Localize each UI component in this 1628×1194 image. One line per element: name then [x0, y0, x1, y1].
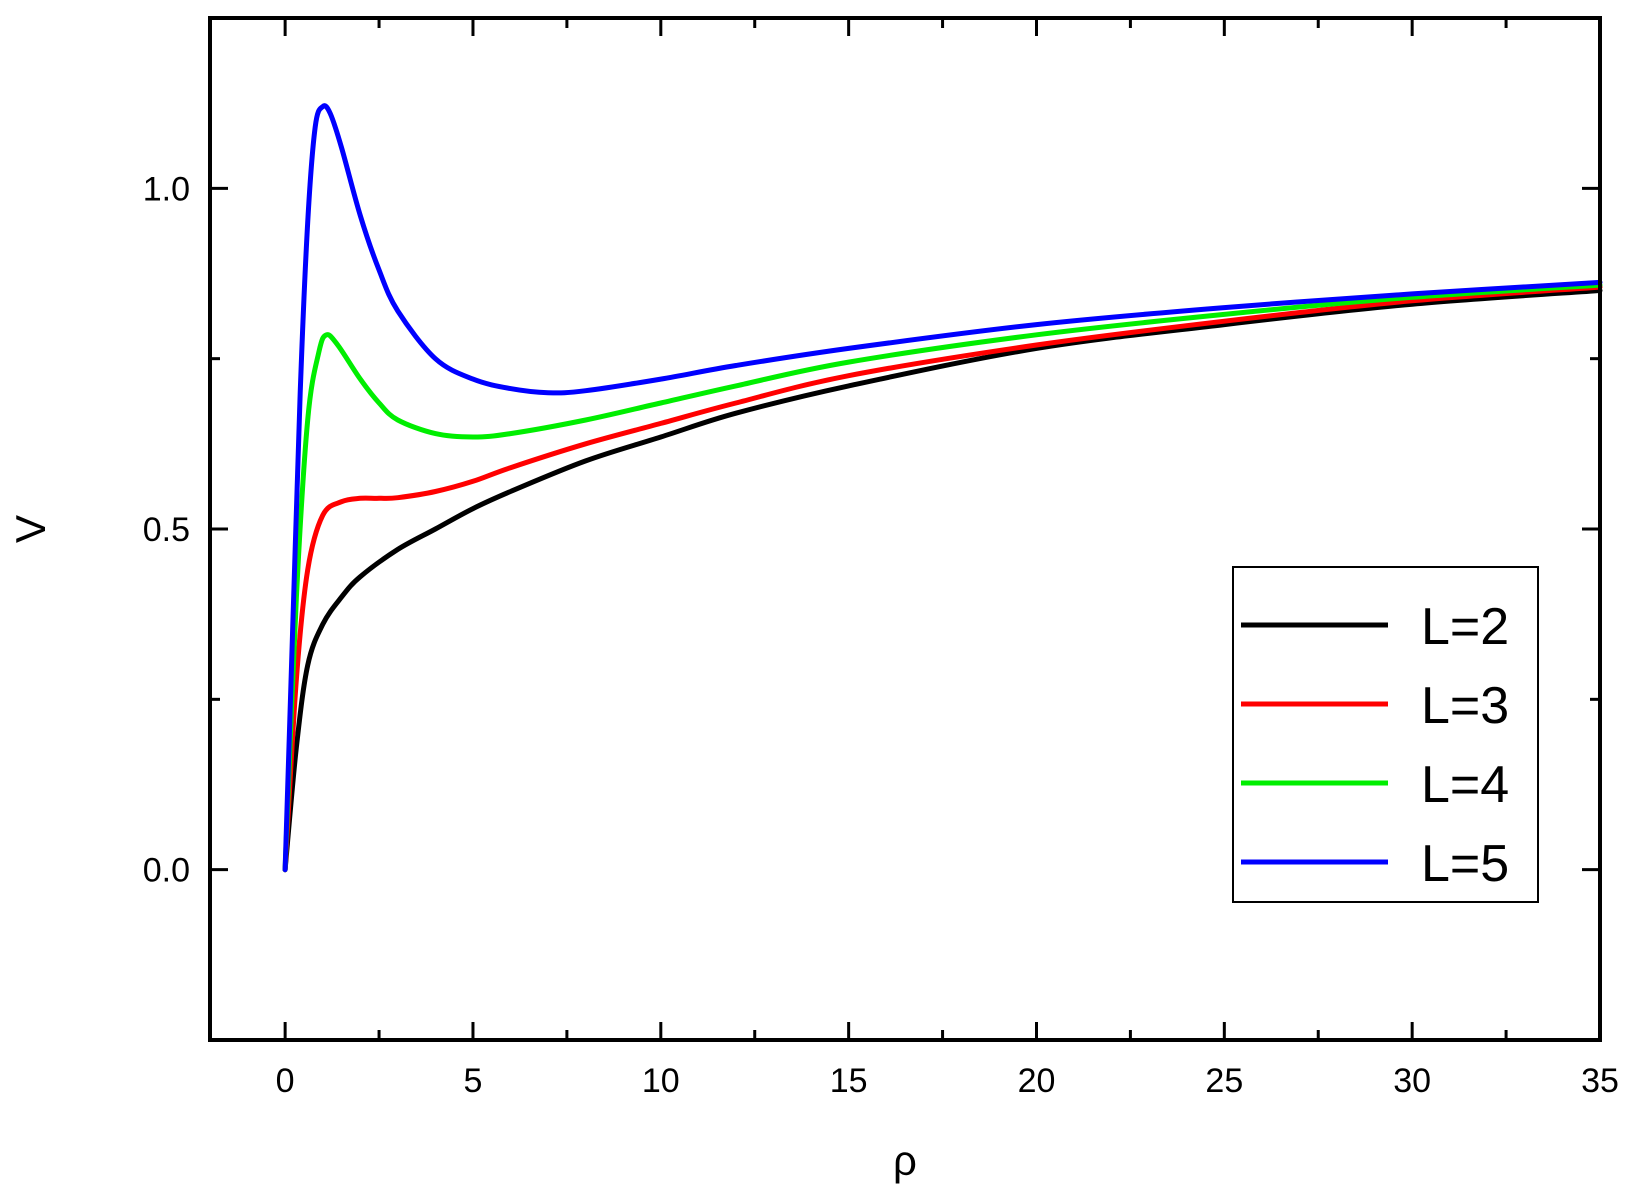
legend-label: L=3	[1421, 677, 1509, 735]
series-line-3	[282, 282, 1603, 873]
y-tick-label: 1.0	[143, 170, 190, 208]
series-line-4	[282, 103, 1603, 873]
y-tick-label: 0.5	[143, 511, 190, 549]
tick-labels: 0 5 10 15 20 25 30 35 0.0 0.5 1.0	[143, 170, 1619, 1100]
x-axis-label: ρ	[893, 1137, 917, 1184]
series-line-1	[282, 288, 1603, 873]
series-lines	[282, 103, 1603, 873]
x-tick-label: 30	[1393, 1062, 1431, 1100]
x-tick-label: 25	[1205, 1062, 1243, 1100]
x-tick-label: 35	[1581, 1062, 1619, 1100]
y-axis-label: V	[7, 515, 54, 543]
legend-label: L=2	[1421, 598, 1509, 656]
x-tick-label: 0	[276, 1062, 295, 1100]
x-tick-label: 10	[642, 1062, 680, 1100]
legend-label: L=5	[1421, 835, 1509, 893]
y-tick-label: 0.0	[143, 852, 190, 890]
series-line-2	[282, 284, 1603, 873]
x-tick-label: 15	[830, 1062, 868, 1100]
plot-frame	[208, 16, 1602, 1042]
x-tick-label: 20	[1018, 1062, 1056, 1100]
x-tick-label: 5	[464, 1062, 483, 1100]
legend: L=2 L=3 L=4 L=5	[1232, 566, 1539, 903]
legend-label: L=4	[1421, 756, 1509, 814]
